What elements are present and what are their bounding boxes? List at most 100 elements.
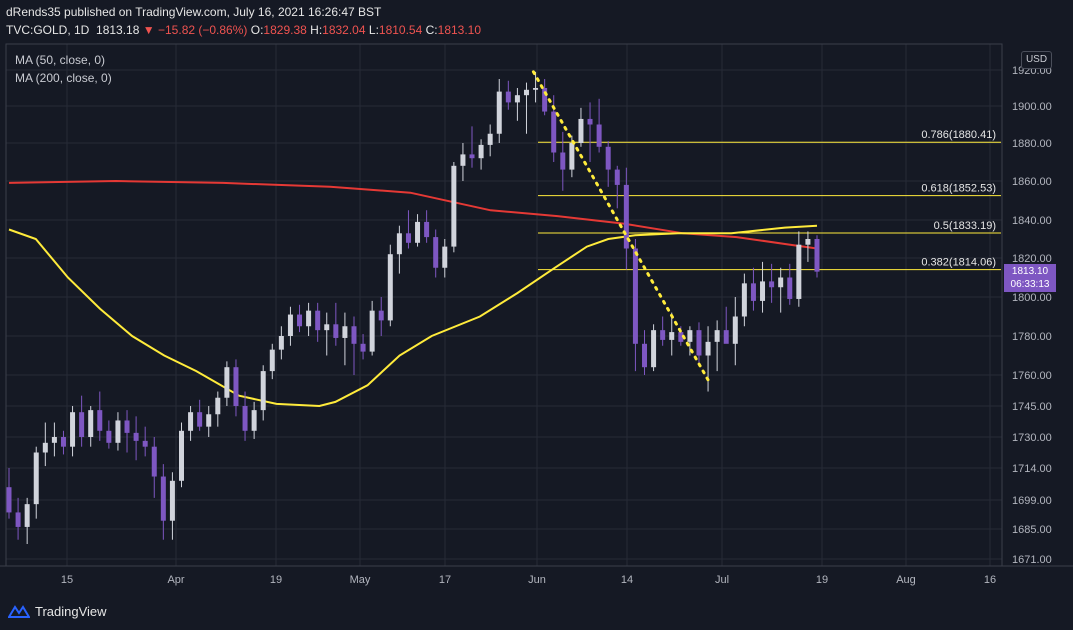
candle-body: [224, 367, 230, 398]
candle-body: [324, 324, 330, 331]
candle-body: [687, 330, 693, 342]
candle-body: [424, 221, 430, 238]
x-tick-label: 19: [270, 574, 282, 586]
high-value: 1832.04: [322, 23, 366, 37]
candle-body: [88, 410, 94, 437]
candle-body: [342, 326, 348, 338]
x-tick-label: May: [350, 574, 371, 586]
trend-line-path: [531, 70, 712, 385]
y-tick-label: 1745.00: [1012, 401, 1052, 413]
fib-level-label: 0.382(1814.06): [921, 257, 996, 269]
candle-body: [796, 244, 802, 299]
candle-body: [242, 406, 248, 431]
candle-body: [805, 239, 811, 245]
candle-body: [732, 316, 738, 344]
x-tick-label: Jul: [715, 574, 729, 586]
close-label: C:: [425, 23, 438, 37]
ma-50-path: [8, 224, 818, 408]
high-label: H:: [310, 23, 323, 37]
candle-body: [787, 277, 793, 299]
ma-200-line: [8, 179, 818, 250]
candle-body: [451, 165, 457, 247]
legend-ma50[interactable]: MA (50, close, 0): [15, 53, 106, 67]
y-tick-label: 1820.00: [1012, 253, 1052, 265]
candle-body: [369, 310, 375, 352]
x-tick-label: 14: [621, 574, 633, 586]
low-value: 1810.54: [378, 23, 423, 37]
candle-body: [533, 88, 539, 90]
candle-body: [15, 512, 21, 527]
chart-grid: [6, 44, 1002, 566]
y-tick-label: 1900.00: [1012, 101, 1052, 113]
tradingview-logo-icon: [8, 605, 30, 618]
candle-body: [569, 143, 575, 170]
tradingview-brand[interactable]: TradingView: [8, 602, 107, 620]
legend-ma200[interactable]: MA (200, close, 0): [15, 71, 112, 85]
candle-body: [487, 133, 493, 145]
y-tick-label: 1880.00: [1012, 138, 1052, 150]
y-tick-label: 1780.00: [1012, 331, 1052, 343]
brand-label: TradingView: [35, 603, 107, 619]
candle-body: [505, 91, 511, 103]
close-value: 1813.10: [437, 23, 482, 37]
candle-body: [70, 412, 76, 447]
candle-body: [460, 154, 466, 166]
fibonacci-retracement[interactable]: 0.786(1880.41) 0.618(1852.53) 0.5(1833.19)…: [538, 129, 1001, 271]
candle-body: [705, 341, 711, 356]
axes: 1671.00 1685.00 1699.00 1714.00 1730.00 1745.…: [0, 43, 1073, 586]
candle-body: [315, 310, 321, 331]
plot-frame: [5, 43, 1003, 567]
y-tick-label: 1730.00: [1012, 432, 1052, 444]
low-label: L:: [368, 23, 379, 37]
candle-body: [578, 118, 584, 143]
candle-body: [51, 437, 57, 443]
candle-body: [678, 332, 684, 342]
candle-body: [542, 88, 548, 112]
candle-body: [360, 343, 366, 352]
candle-body: [750, 283, 756, 301]
candle-body: [469, 154, 475, 159]
candle-body: [741, 283, 747, 317]
candle-body: [115, 420, 121, 443]
candle-body: [669, 332, 675, 340]
candle-body: [523, 89, 529, 96]
candle-body: [605, 146, 611, 170]
trend-line[interactable]: [531, 70, 712, 385]
candle-body: [215, 397, 221, 415]
candle-body: [333, 324, 339, 338]
open-value: 1829.38: [263, 23, 307, 37]
candle-body: [632, 248, 638, 344]
candle-body: [814, 239, 820, 272]
candle-body: [560, 152, 566, 170]
candle-body: [251, 410, 257, 431]
candle-body: [405, 233, 411, 243]
candle-body: [269, 349, 275, 372]
candle-body: [306, 310, 312, 327]
open-label: O:: [250, 23, 264, 37]
candle-body: [178, 430, 184, 481]
price-tag-countdown: 06:33:13: [1010, 279, 1050, 290]
fib-level-label: 0.5(1833.19): [934, 220, 996, 232]
candle-body: [33, 452, 39, 505]
candle-body: [79, 412, 85, 437]
candle-body: [723, 330, 729, 344]
down-arrow-icon: ▼: [142, 23, 155, 37]
candle-body: [378, 310, 384, 321]
symbol-info: TVC:GOLD, 1D 1813.18 ▼ −15.82 (−0.86%) O…: [6, 23, 481, 37]
candle-body: [160, 476, 166, 521]
price-change: −15.82 (−0.86%): [158, 23, 248, 37]
candle-body: [478, 144, 484, 159]
candle-body: [278, 336, 284, 350]
y-tick-label: 1714.00: [1012, 463, 1052, 475]
candle-body: [60, 437, 66, 447]
candle-body: [197, 412, 203, 427]
fib-level-label: 0.786(1880.41): [921, 129, 996, 141]
candle-body: [188, 412, 194, 431]
candle-body: [769, 281, 775, 288]
price-tag-value: 1813.10: [1011, 266, 1049, 277]
y-tick-label: 1760.00: [1012, 370, 1052, 382]
candle-body: [587, 118, 593, 125]
candle-body: [387, 254, 393, 321]
currency-badge[interactable]: USD: [1021, 51, 1052, 69]
